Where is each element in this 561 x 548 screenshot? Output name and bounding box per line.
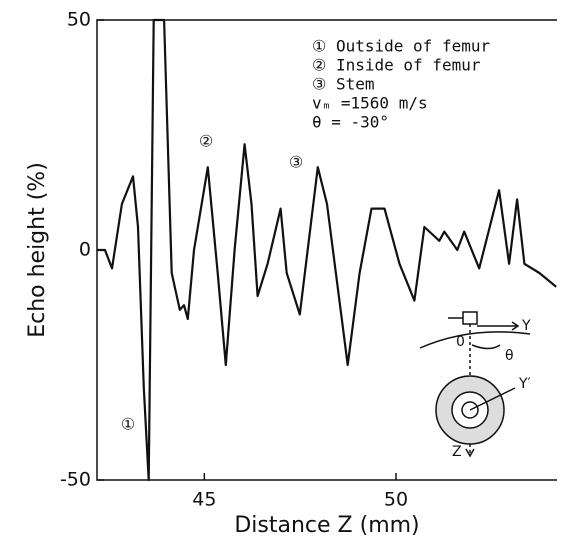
inset-label: 0	[456, 334, 465, 350]
y-tick-label: 0	[79, 239, 91, 261]
y-prime-arrow	[469, 387, 516, 411]
y-tick-label: 50	[67, 9, 91, 31]
data-line	[97, 18, 557, 482]
peak-marker: ②	[199, 132, 213, 151]
transducer	[462, 311, 478, 325]
surface-arc	[419, 331, 531, 349]
inset-label: θ	[505, 348, 514, 364]
x-tick-label: 50	[384, 489, 408, 511]
peak-marker: ①	[121, 415, 135, 434]
legend: ① Outside of femur ② Inside of femur ③ S…	[312, 37, 490, 132]
legend-line: ③ Stem	[312, 75, 375, 94]
y-axis-label: Echo height (%)	[25, 162, 50, 338]
peak-marker: ③	[289, 153, 303, 172]
x-tick-label: 45	[192, 489, 216, 511]
legend-line: ① Outside of femur	[312, 37, 490, 56]
inset-label: Z	[452, 444, 462, 460]
y-tick-label: -50	[60, 469, 91, 491]
inset-label: Y	[521, 318, 531, 334]
inset-diagram	[419, 311, 531, 458]
legend-line: θ = -30°	[312, 113, 389, 132]
theta-arc	[471, 344, 501, 350]
legend-line: ② Inside of femur	[312, 56, 481, 75]
x-axis-label: Distance Z (mm)	[234, 513, 419, 538]
legend-line: vₘ =1560 m/s	[312, 94, 428, 113]
arrow-head	[511, 321, 520, 331]
inset-label: Y′	[518, 376, 531, 392]
arrow-head	[465, 448, 475, 458]
